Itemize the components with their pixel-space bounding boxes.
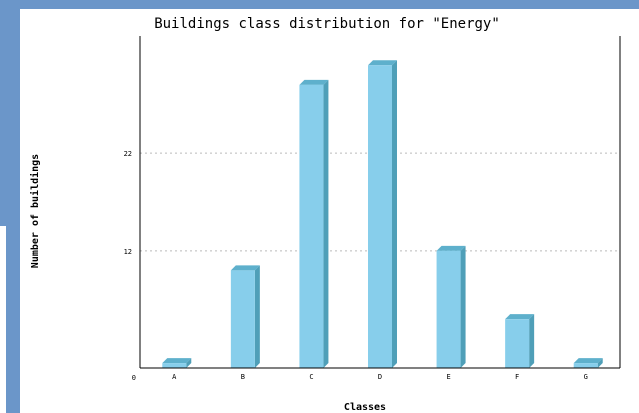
x-tick-label-D: D [378, 373, 382, 381]
background-strip-notch [0, 226, 6, 413]
axes-layer [139, 36, 621, 369]
bar-top-A [162, 358, 192, 364]
bar-G [573, 363, 598, 368]
x-tick-label-C: C [309, 373, 313, 381]
bar-side-C [323, 79, 329, 368]
bar-C [299, 84, 324, 368]
bar-top-C [299, 79, 329, 85]
bar-side-E [460, 245, 466, 368]
bar-side-F [529, 314, 535, 368]
bar-side-B [254, 265, 260, 368]
y-tick-label-12: 12 [124, 248, 132, 256]
y-tick-label-22: 22 [124, 150, 132, 158]
x-tick-label-E: E [446, 373, 450, 381]
background-strip-top [0, 0, 639, 9]
y-tick-label-0: 0 [132, 374, 136, 382]
ticks-layer: 0 12 22 A B C D E F G [124, 150, 588, 382]
y-axis-label: Number of buildings [29, 154, 41, 268]
bar-top-F [505, 314, 535, 320]
x-tick-label-A: A [172, 373, 177, 381]
x-tick-label-B: B [241, 373, 245, 381]
bar-D [368, 65, 392, 368]
bar-top-E [436, 245, 466, 251]
bar-F [505, 319, 530, 368]
bar-side-G [597, 358, 603, 368]
bar-top-B [230, 265, 260, 271]
x-axis-label: Classes [344, 402, 386, 413]
bar-top-G [573, 358, 603, 364]
bar-A [162, 363, 187, 368]
chart-card: Buildings class distribution for "Energy… [20, 9, 639, 413]
bar-side-A [186, 358, 192, 368]
x-tick-label-F: F [515, 373, 519, 381]
bar-B [230, 270, 255, 368]
bar-chart: Buildings class distribution for "Energy… [29, 16, 621, 413]
bar-E [436, 250, 461, 368]
bar-side-D [392, 60, 397, 368]
chart-title: Buildings class distribution for "Energy… [154, 16, 500, 32]
bar-top-D [368, 60, 397, 66]
x-tick-label-G: G [584, 373, 588, 381]
bars-layer [162, 60, 603, 368]
